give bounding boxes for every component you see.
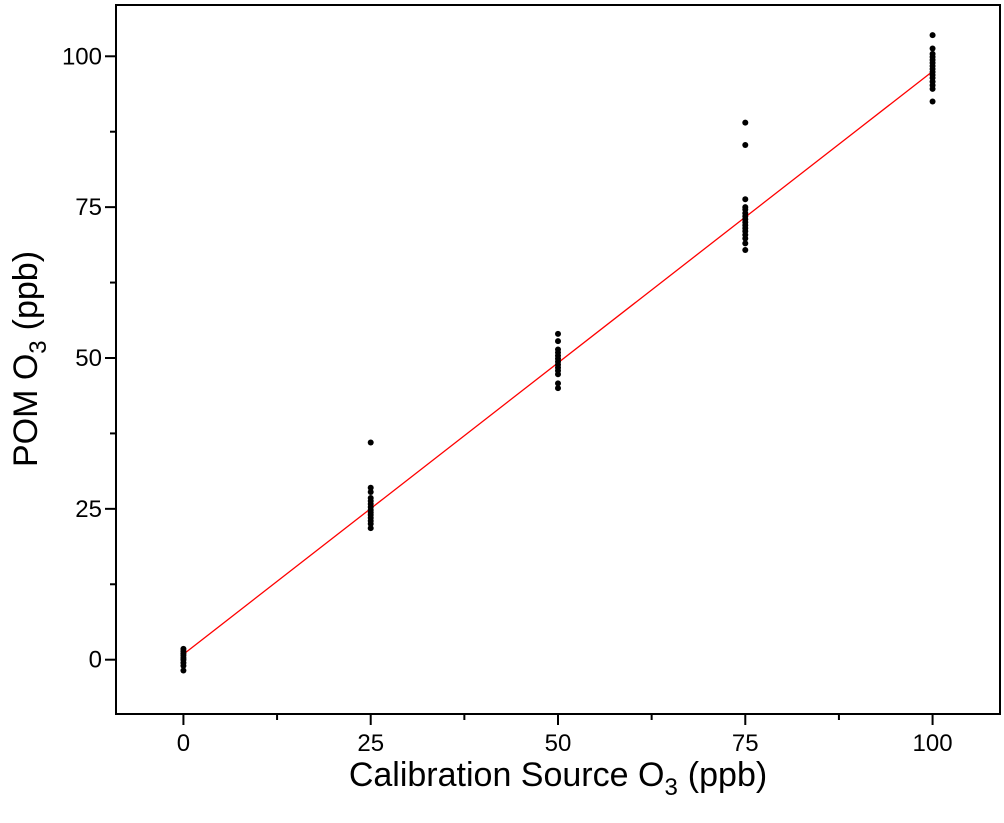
data-point [929, 32, 936, 39]
x-axis-title: Calibration Source O3 (ppb) [349, 756, 767, 801]
y-tick-label: 75 [75, 194, 102, 221]
y-axis-title: POM O3 (ppb) [7, 251, 52, 467]
data-point [929, 98, 936, 105]
data-point [367, 484, 374, 491]
y-tick-label: 0 [89, 647, 102, 674]
data-point [742, 204, 749, 211]
data-point [555, 330, 561, 337]
data-point [555, 338, 561, 345]
y-tick-label: 25 [75, 496, 102, 523]
x-tick-labels: 0 25 50 75 100 [177, 730, 953, 757]
data-point [929, 45, 936, 52]
x-tick-label: 75 [732, 730, 759, 757]
y-tick-label: 50 [75, 345, 102, 372]
data-points-layer [180, 32, 936, 674]
y-tick-labels: 0 25 50 75 100 [62, 43, 102, 673]
data-point [555, 380, 561, 387]
x-tick-label: 0 [177, 730, 190, 757]
data-point [742, 240, 749, 247]
y-axis-title-unit: (ppb) [7, 251, 45, 330]
y-axis-title-main: POM O [7, 354, 45, 467]
data-point [742, 141, 749, 148]
data-point [742, 119, 749, 126]
y-axis-title-subscript: 3 [25, 340, 52, 353]
x-tick-label: 100 [913, 730, 953, 757]
x-tick-label: 25 [357, 730, 384, 757]
x-axis-title-subscript: 3 [664, 774, 677, 801]
y-tick-label: 100 [62, 43, 102, 70]
data-point [742, 196, 749, 203]
data-point [180, 645, 187, 652]
x-tick-label: 50 [545, 730, 572, 757]
data-point [929, 50, 936, 57]
data-point [742, 246, 749, 253]
data-point [180, 667, 187, 674]
axis-ticks [105, 55, 934, 725]
x-axis-title-unit: (ppb) [688, 756, 767, 794]
data-point [367, 488, 374, 495]
x-axis-title-main: Calibration Source O [349, 756, 665, 794]
data-point [367, 439, 374, 446]
data-point [555, 346, 561, 353]
data-point [555, 385, 561, 392]
data-point [367, 525, 374, 532]
data-point [367, 494, 374, 501]
